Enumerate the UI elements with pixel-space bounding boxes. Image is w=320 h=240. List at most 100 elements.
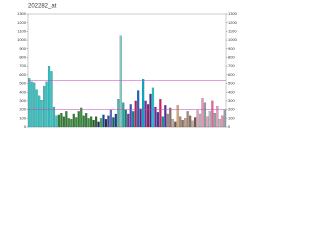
bar: [211, 100, 214, 128]
bar: [80, 107, 83, 128]
bar: [112, 117, 115, 128]
bar: [65, 111, 68, 128]
page: 202282_at 0 100 200 300 400 500 600 700 800 900 10…: [17, 3, 238, 130]
chart-title: 202282_at: [28, 4, 57, 10]
y-tick-label: 800: [19, 55, 26, 60]
bar: [122, 102, 125, 128]
bar: [55, 115, 58, 128]
bar: [90, 116, 93, 128]
bar: [57, 114, 61, 128]
bar: [146, 104, 150, 128]
bar: [97, 121, 100, 128]
bar: [223, 109, 226, 128]
bar: [129, 104, 132, 128]
bar: [75, 117, 78, 128]
y2-tick-label: 1200: [228, 20, 238, 25]
bar: [62, 116, 65, 128]
bar: [85, 113, 88, 128]
bar: [77, 111, 80, 128]
y2-tick-label: 500: [228, 81, 235, 86]
bar: [132, 111, 135, 128]
bar: [107, 115, 110, 128]
y2-tick-label: 900: [228, 46, 235, 51]
bar: [193, 117, 197, 128]
bar: [92, 119, 95, 128]
bar: [109, 109, 112, 128]
bar: [221, 115, 224, 128]
bar: [82, 115, 85, 128]
bar: [124, 109, 127, 128]
y2-tick-label: 700: [228, 63, 235, 68]
bar: [35, 89, 38, 128]
bar: [127, 113, 130, 128]
bar: [40, 99, 43, 128]
bar: [166, 113, 169, 128]
bar: [119, 35, 122, 128]
bar: [43, 86, 46, 128]
y-tick-label: 200: [19, 107, 26, 112]
bar: [52, 106, 56, 128]
bar: [198, 113, 202, 128]
y-tick-label: 1100: [17, 28, 26, 33]
y2-tick-label: 200: [228, 107, 235, 112]
y-tick-label: 300: [19, 98, 26, 103]
bar: [151, 87, 155, 128]
bar: [154, 106, 157, 128]
bar: [179, 116, 182, 128]
y2-tick-label: 100: [228, 115, 235, 120]
y2-tick-label: 1000: [228, 37, 238, 42]
bar: [102, 114, 105, 128]
y-tick-label: 1200: [17, 20, 27, 25]
bar: [94, 116, 98, 128]
bar: [117, 99, 120, 128]
bar: [181, 119, 184, 128]
bar: [70, 119, 73, 128]
y2-tick-label: 800: [228, 55, 235, 60]
bar: [60, 113, 63, 128]
y-tick-label: 700: [19, 63, 26, 68]
bar: [174, 121, 177, 128]
bar: [38, 95, 41, 128]
y-tick-label: 400: [19, 89, 26, 94]
bar: [45, 81, 48, 128]
bar: [216, 106, 219, 128]
y2-tick-label: 0: [228, 124, 231, 129]
bar: [161, 116, 164, 128]
bar: [30, 81, 33, 128]
bar: [191, 120, 194, 128]
bar: [104, 119, 108, 128]
bar: [87, 118, 90, 128]
y2-tick-label: 1300: [228, 11, 238, 16]
plot-frame: [27, 13, 227, 128]
bar: [186, 111, 189, 128]
chart: 202282_at 0 100 200 300 400 500 600 700 800 900 10…: [17, 4, 238, 129]
bar: [99, 118, 103, 128]
bar: [142, 79, 145, 128]
bar: [218, 119, 221, 128]
y-tick-label: 900: [19, 46, 26, 51]
bar: [156, 112, 160, 128]
y2-tick-label: 300: [228, 98, 235, 103]
bar: [134, 100, 137, 128]
bar: [144, 100, 147, 128]
bar: [189, 115, 192, 128]
y-tick-label: 0: [24, 124, 27, 129]
y-tick-label: 100: [19, 115, 26, 120]
y2-tick-label: 1100: [228, 28, 237, 33]
bar: [50, 71, 53, 128]
bar: [208, 111, 211, 128]
bar: [169, 107, 172, 128]
bar: [213, 113, 216, 128]
bar: [206, 116, 209, 128]
y-tick-label: 500: [19, 81, 26, 86]
bar: [139, 108, 142, 128]
bar: [137, 90, 140, 128]
bar: [114, 113, 117, 128]
bar: [203, 102, 207, 128]
bar: [171, 119, 174, 128]
bar: [164, 105, 167, 128]
bar: [47, 66, 51, 128]
bar: [201, 98, 204, 128]
y-tick-label: 600: [19, 72, 26, 77]
bar: [184, 118, 187, 128]
